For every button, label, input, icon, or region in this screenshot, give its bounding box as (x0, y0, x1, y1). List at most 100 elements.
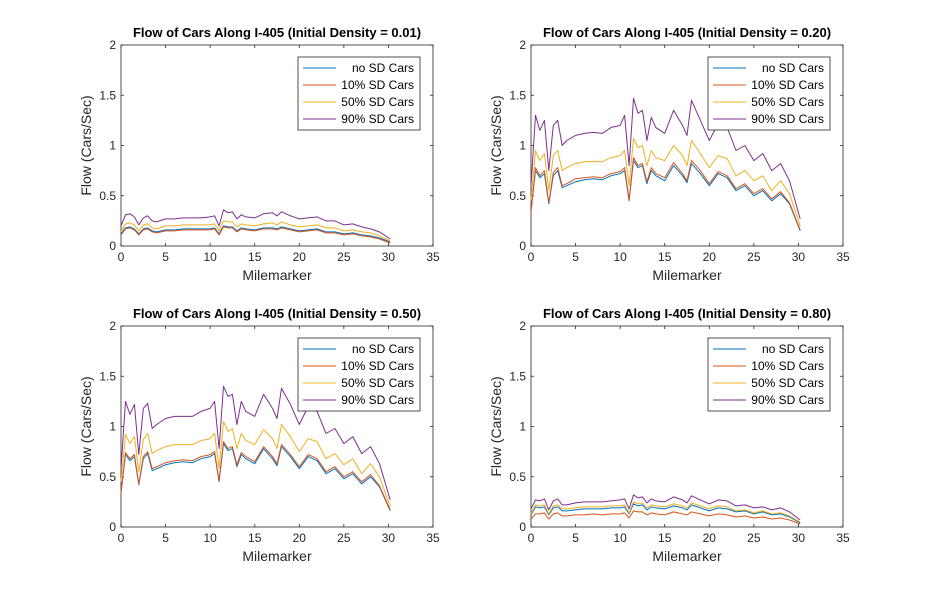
legend-entry: no SD Cars (352, 342, 414, 356)
y-axis-label: Flow (Cars/Sec) (78, 376, 94, 476)
y-tick-label: 2 (109, 38, 116, 52)
x-tick-label: 30 (792, 250, 806, 264)
legend-box (707, 337, 831, 412)
y-tick-label: 0 (519, 239, 526, 253)
x-tick-label: 20 (293, 250, 307, 264)
legend-entry: 10% SD Cars (751, 359, 824, 373)
chart-title: Flow of Cars Along I-405 (Initial Densit… (133, 306, 421, 321)
chart-title: Flow of Cars Along I-405 (Initial Densit… (543, 25, 831, 40)
legend-entry: 10% SD Cars (341, 359, 414, 373)
x-tick-label: 0 (118, 250, 125, 264)
legend-entry: no SD Cars (762, 61, 824, 75)
series-line-1 (530, 503, 801, 524)
legend: no SD Cars 10% SD Cars 50% SD Cars 90% SD C… (707, 337, 831, 412)
legend-box (297, 56, 421, 131)
x-tick-label: 15 (248, 250, 262, 264)
series-line-2 (530, 157, 801, 231)
series-line-3 (120, 220, 391, 242)
series-line-4 (120, 209, 391, 240)
legend-entry: no SD Cars (352, 61, 414, 75)
y-tick-label: 1.5 (99, 369, 116, 383)
legend: no SD Cars 10% SD Cars 50% SD Cars 90% SD C… (707, 56, 831, 131)
series-line-4 (530, 494, 801, 521)
y-tick-label: 0.5 (99, 189, 116, 203)
legend-box (297, 337, 421, 412)
x-tick-label: 15 (658, 250, 672, 264)
y-tick-label: 1.5 (509, 369, 526, 383)
y-tick-label: 0.5 (509, 470, 526, 484)
legend-entry: 50% SD Cars (341, 376, 414, 390)
y-tick-label: 0 (109, 520, 116, 534)
legend: no SD Cars 10% SD Cars 50% SD Cars 90% SD C… (297, 56, 421, 131)
chart-title: Flow of Cars Along I-405 (Initial Densit… (543, 306, 831, 321)
chart-panel-1: 0 5 10 15 20 25 30 35 0 0.5 1 1.5 2 Flow of Cars Alon… (78, 25, 440, 283)
chart-panel-2: 0 5 10 15 20 25 30 35 0 0.5 1 1.5 2 Flow of Cars Alon… (488, 25, 850, 283)
x-axis-label: Milemarker (242, 267, 312, 283)
x-axis-label: Milemarker (242, 548, 312, 564)
x-tick-label: 25 (337, 531, 351, 545)
series-line-2 (120, 226, 391, 244)
series-line-2 (530, 510, 801, 525)
series-line-1 (120, 225, 391, 243)
x-tick-label: 5 (572, 531, 579, 545)
series-line-3 (530, 501, 801, 523)
x-tick-label: 10 (613, 531, 627, 545)
legend-entry: 10% SD Cars (751, 78, 824, 92)
x-tick-label: 15 (248, 531, 262, 545)
chart-panel-3: 0 5 10 15 20 25 30 35 0 0.5 1 1.5 2 Flow of Cars Alon… (78, 306, 440, 564)
y-tick-label: 2 (519, 38, 526, 52)
legend-entry: 90% SD Cars (341, 112, 414, 126)
x-tick-label: 20 (703, 250, 717, 264)
y-tick-label: 1 (519, 139, 526, 153)
y-axis-label: Flow (Cars/Sec) (78, 95, 94, 195)
series-line-3 (530, 138, 801, 227)
x-tick-label: 0 (528, 250, 535, 264)
x-tick-label: 10 (203, 250, 217, 264)
x-tick-label: 0 (528, 531, 535, 545)
legend-entry: 90% SD Cars (751, 112, 824, 126)
x-tick-label: 30 (792, 531, 806, 545)
legend-entry: 50% SD Cars (751, 376, 824, 390)
y-tick-label: 1 (519, 420, 526, 434)
x-tick-label: 25 (337, 250, 351, 264)
chart-panel-4: 0 5 10 15 20 25 30 35 0 0.5 1 1.5 2 Flow of Cars Alon… (488, 306, 850, 564)
x-tick-label: 5 (572, 250, 579, 264)
x-tick-label: 35 (836, 531, 850, 545)
series-line-2 (120, 441, 391, 511)
y-tick-label: 0 (519, 520, 526, 534)
x-tick-label: 20 (703, 531, 717, 545)
chart-title: Flow of Cars Along I-405 (Initial Densit… (133, 25, 421, 40)
legend-entry: 90% SD Cars (751, 393, 824, 407)
x-tick-label: 35 (836, 250, 850, 264)
x-tick-label: 10 (613, 250, 627, 264)
legend-entry: no SD Cars (762, 342, 824, 356)
y-tick-label: 0 (109, 239, 116, 253)
x-tick-label: 0 (118, 531, 125, 545)
legend-box (707, 56, 831, 131)
x-tick-label: 5 (162, 250, 169, 264)
legend: no SD Cars 10% SD Cars 50% SD Cars 90% SD C… (297, 337, 421, 412)
x-axis-label: Milemarker (652, 548, 722, 564)
x-tick-label: 25 (747, 250, 761, 264)
legend-entry: 50% SD Cars (341, 95, 414, 109)
x-axis-label: Milemarker (652, 267, 722, 283)
x-tick-label: 30 (382, 531, 396, 545)
legend-entry: 90% SD Cars (341, 393, 414, 407)
x-tick-label: 30 (382, 250, 396, 264)
y-tick-label: 0.5 (99, 470, 116, 484)
x-tick-label: 25 (747, 531, 761, 545)
series-line-3 (120, 421, 391, 508)
series-line-4 (120, 385, 391, 501)
y-tick-label: 1.5 (99, 88, 116, 102)
x-tick-label: 5 (162, 531, 169, 545)
y-axis-label: Flow (Cars/Sec) (488, 95, 504, 195)
y-tick-label: 1.5 (509, 88, 526, 102)
legend-entry: 50% SD Cars (751, 95, 824, 109)
y-tick-label: 2 (109, 319, 116, 333)
x-tick-label: 35 (426, 250, 440, 264)
x-tick-label: 35 (426, 531, 440, 545)
x-tick-label: 10 (203, 531, 217, 545)
legend-entry: 10% SD Cars (341, 78, 414, 92)
series-line-4 (530, 97, 801, 220)
